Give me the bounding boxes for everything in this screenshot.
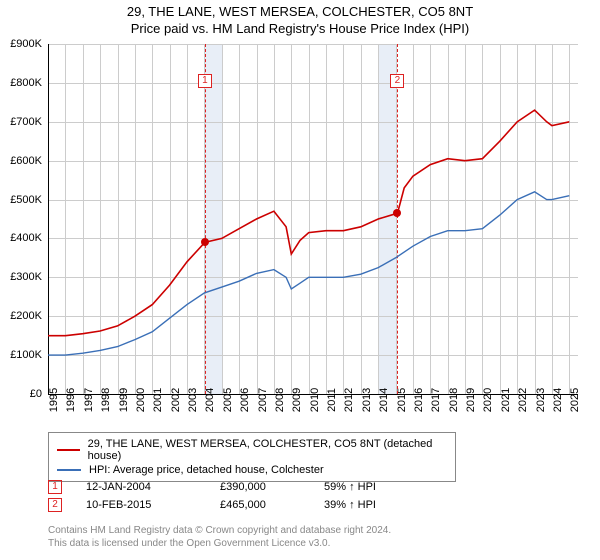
y-tick-label: £400K xyxy=(10,232,42,244)
transaction-marker: 1 xyxy=(48,480,62,494)
axis-border-bottom xyxy=(48,394,578,395)
y-tick-label: £0 xyxy=(30,388,42,400)
transaction-hpi: 39% ↑ HPI xyxy=(324,499,424,511)
page-subtitle: Price paid vs. HM Land Registry's House … xyxy=(0,19,600,36)
legend-row: 29, THE LANE, WEST MERSEA, COLCHESTER, C… xyxy=(57,437,447,463)
legend-row: HPI: Average price, detached house, Colc… xyxy=(57,463,447,477)
page-title: 29, THE LANE, WEST MERSEA, COLCHESTER, C… xyxy=(0,0,600,19)
transaction-date: 10-FEB-2015 xyxy=(86,499,196,511)
footer-line1: Contains HM Land Registry data © Crown c… xyxy=(48,524,391,537)
legend-swatch xyxy=(57,449,80,451)
y-tick-label: £300K xyxy=(10,271,42,283)
transaction-hpi: 59% ↑ HPI xyxy=(324,481,424,493)
transaction-marker: 2 xyxy=(48,498,62,512)
series-price_paid xyxy=(48,110,569,336)
transaction-row: 1 12-JAN-2004 £390,000 59% ↑ HPI xyxy=(48,478,424,496)
legend-label: 29, THE LANE, WEST MERSEA, COLCHESTER, C… xyxy=(88,438,447,462)
transaction-price: £390,000 xyxy=(220,481,300,493)
series-hpi xyxy=(48,192,569,355)
y-tick-label: £900K xyxy=(10,38,42,50)
y-tick-label: £200K xyxy=(10,310,42,322)
y-tick-label: £500K xyxy=(10,194,42,206)
y-tick-label: £800K xyxy=(10,77,42,89)
y-tick-label: £700K xyxy=(10,116,42,128)
y-tick-label: £600K xyxy=(10,155,42,167)
transaction-date: 12-JAN-2004 xyxy=(86,481,196,493)
transactions-table: 1 12-JAN-2004 £390,000 59% ↑ HPI 2 10-FEB-201… xyxy=(48,478,424,514)
chart-lines xyxy=(48,44,578,394)
footer-line2: This data is licensed under the Open Gov… xyxy=(48,537,391,550)
legend: 29, THE LANE, WEST MERSEA, COLCHESTER, C… xyxy=(48,432,456,482)
transaction-price: £465,000 xyxy=(220,499,300,511)
footer-attribution: Contains HM Land Registry data © Crown c… xyxy=(48,524,391,550)
legend-label: HPI: Average price, detached house, Colc… xyxy=(89,464,324,476)
chart: £0£100K£200K£300K£400K£500K£600K£700K£80… xyxy=(48,44,578,394)
y-tick-label: £100K xyxy=(10,349,42,361)
transaction-row: 2 10-FEB-2015 £465,000 39% ↑ HPI xyxy=(48,496,424,514)
legend-swatch xyxy=(57,469,81,471)
